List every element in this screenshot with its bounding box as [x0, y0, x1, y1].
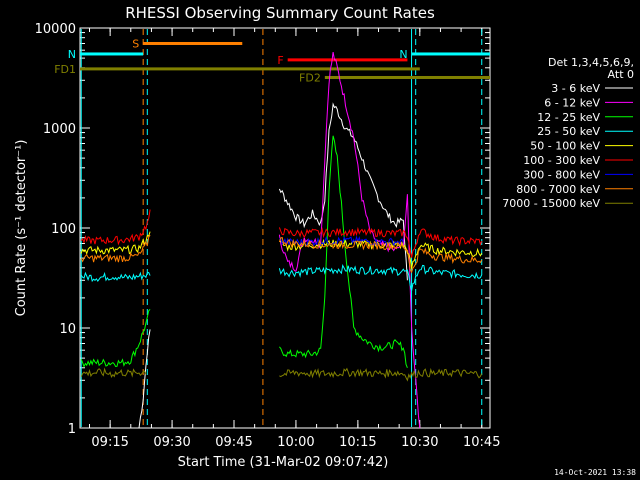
- flag-label: S: [132, 37, 139, 50]
- legend-label: 12 - 25 keV: [537, 111, 600, 124]
- plot-frame: [79, 27, 491, 429]
- flag-bar: [287, 58, 408, 62]
- legend-title-line-2: Att 0: [608, 68, 634, 81]
- y-tick-label: 10000: [35, 22, 76, 37]
- flag-bar: [80, 67, 420, 71]
- x-tick-label: 10:30: [401, 435, 438, 450]
- flag-label: F: [277, 54, 283, 67]
- series-line: [80, 264, 483, 291]
- x-tick-label: 09:15: [91, 435, 128, 450]
- series-line: [80, 209, 483, 258]
- chart-title: RHESSI Observing Summary Count Rates: [125, 4, 435, 22]
- y-tick-label: 1000: [43, 122, 76, 137]
- flag-bar: [411, 52, 490, 56]
- y-tick-label: 1: [68, 422, 76, 437]
- flag-label: N: [68, 48, 76, 61]
- y-tick-label: 100: [51, 222, 76, 237]
- legend-label: 100 - 300 keV: [523, 154, 600, 167]
- y-tick-label: 10: [59, 322, 76, 337]
- series-line: [80, 367, 483, 382]
- flag-bar: [324, 75, 490, 79]
- x-axis-label: Start Time (31-Mar-02 09:07:42): [178, 455, 389, 470]
- y-axis-label: Count Rate (s⁻¹ detector⁻¹): [14, 140, 29, 317]
- legend-title-line-1: Det 1,3,4,5,6,9,: [548, 56, 634, 69]
- footer-timestamp: 14-Oct-2021 13:38: [554, 468, 636, 477]
- series-line: [278, 52, 421, 429]
- flag-bar: [143, 41, 243, 45]
- legend-label: 3 - 6 keV: [551, 82, 600, 95]
- x-axis: 09:15 09:30 09:45 10:00 10:15 10:30 10:45: [88, 28, 500, 450]
- series-lines: [80, 52, 483, 429]
- flag-label: N: [399, 48, 407, 61]
- legend-label: 300 - 800 keV: [523, 168, 600, 181]
- series-line: [80, 135, 408, 368]
- legend-label: 800 - 7000 keV: [516, 183, 600, 196]
- vertical-markers: [80, 29, 483, 427]
- x-tick-label: 10:15: [339, 435, 376, 450]
- x-tick-label: 09:45: [215, 435, 252, 450]
- flag-label: FD1: [54, 63, 76, 76]
- legend-label: 6 - 12 keV: [544, 96, 600, 109]
- flag-bar: [80, 52, 144, 56]
- x-tick-label: 10:00: [277, 435, 314, 450]
- series-line: [138, 102, 408, 429]
- legend-label: 7000 - 15000 keV: [502, 197, 600, 210]
- legend-label: 50 - 100 keV: [530, 140, 600, 153]
- legend-label: 25 - 50 keV: [537, 125, 600, 138]
- series-line: [80, 234, 483, 274]
- x-tick-label: 09:30: [153, 435, 190, 450]
- y-axis: 1 10 100 1000 10000: [35, 22, 490, 437]
- x-tick-label: 10:45: [463, 435, 500, 450]
- flag-bars: S N N F FD1 FD2: [54, 37, 490, 84]
- flag-label: FD2: [299, 71, 321, 84]
